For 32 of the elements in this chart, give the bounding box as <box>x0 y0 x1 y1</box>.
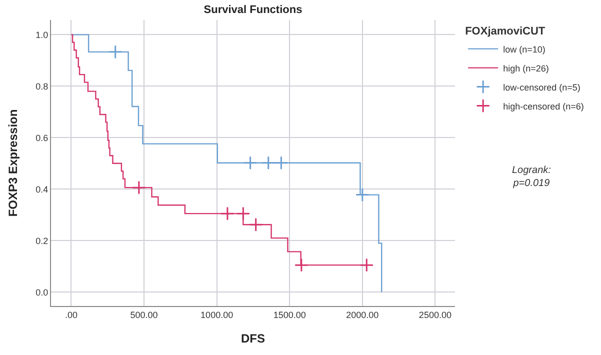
point <box>236 206 250 221</box>
x-tick-label: 2500.00 <box>418 310 452 320</box>
point <box>108 44 122 59</box>
point <box>220 206 234 221</box>
x-axis-title: DFS <box>241 332 265 346</box>
legend-label: low (n=10) <box>503 44 546 54</box>
legend-label: high-censored (n=6) <box>503 101 584 112</box>
chart-title: Survival Functions <box>204 4 302 16</box>
legend-label: low-censored (n=5) <box>503 82 580 92</box>
point <box>274 156 288 170</box>
x-tick-label: 1500.00 <box>273 310 306 320</box>
y-tick-label: 0.2 <box>36 236 48 246</box>
y-tick-label: 0.6 <box>36 132 48 143</box>
y-tick-label: 0.4 <box>36 184 48 194</box>
y-tick-label: 0.0 <box>36 287 48 298</box>
x-tick-label: 500.00 <box>130 310 158 320</box>
point <box>261 156 276 170</box>
y-axis-title: FOXP3 Expression <box>6 109 20 217</box>
point <box>243 156 258 170</box>
y-tick-label: 0.8 <box>36 81 48 92</box>
text: Logrank: p=0.019 <box>512 165 552 189</box>
y-tick-label: 1.0 <box>36 30 48 40</box>
x-tick-label: 1000.00 <box>200 310 234 320</box>
legend-label: high (n=26) <box>503 63 549 74</box>
point <box>355 188 370 202</box>
x-tick-label: .00 <box>64 310 78 320</box>
legend-title: FOXjamoviCUT <box>465 25 546 38</box>
point <box>360 258 374 272</box>
point <box>248 218 263 232</box>
point <box>132 180 146 195</box>
point <box>294 258 308 272</box>
x-tick-label: 2000.00 <box>346 310 379 320</box>
